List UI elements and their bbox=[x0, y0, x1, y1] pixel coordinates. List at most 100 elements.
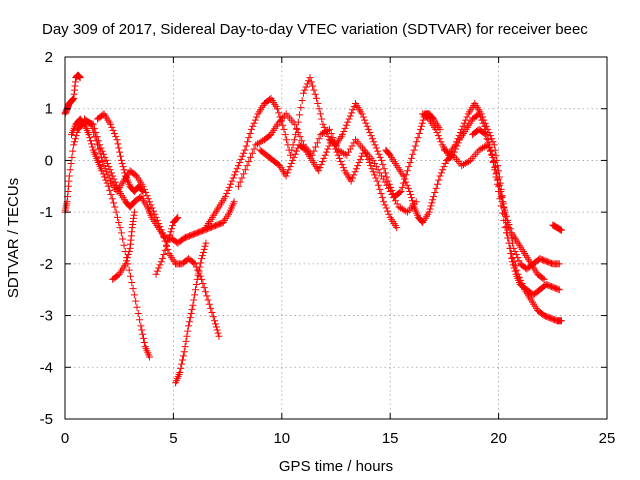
y-tick-label: -1 bbox=[40, 204, 53, 221]
data-point-interp bbox=[114, 140, 122, 148]
data-point-interp bbox=[208, 308, 216, 316]
data-point-interp bbox=[437, 138, 445, 146]
data-point-interp bbox=[426, 205, 434, 213]
series-arc16 bbox=[549, 221, 565, 234]
data-point-interp bbox=[128, 278, 136, 286]
data-point-interp bbox=[493, 176, 501, 184]
data-point-interp bbox=[136, 316, 144, 324]
data-point bbox=[204, 296, 212, 304]
data-point bbox=[306, 74, 314, 82]
data-point-interp bbox=[236, 158, 244, 166]
data-point-interp bbox=[296, 111, 304, 119]
data-point-interp bbox=[379, 161, 387, 169]
data-point-interp bbox=[359, 113, 367, 121]
data-point bbox=[430, 193, 438, 201]
data-point-interp bbox=[115, 144, 123, 152]
data-point-interp bbox=[67, 160, 75, 168]
data-point-interp bbox=[196, 263, 204, 271]
data-point-interp bbox=[250, 119, 258, 127]
data-point-interp bbox=[455, 132, 463, 140]
data-point-interp bbox=[198, 252, 206, 260]
data-point-interp bbox=[408, 197, 416, 205]
data-point bbox=[490, 156, 498, 164]
data-point bbox=[399, 172, 407, 180]
data-point-interp bbox=[95, 145, 103, 153]
data-point-interp bbox=[463, 113, 471, 121]
data-point-interp bbox=[173, 214, 181, 222]
data-point-interp bbox=[162, 242, 170, 250]
data-point bbox=[215, 332, 223, 340]
data-point bbox=[345, 115, 353, 123]
data-point-interp bbox=[371, 171, 379, 179]
data-point-interp bbox=[246, 130, 254, 138]
data-point-interp bbox=[183, 332, 191, 340]
data-point-interp bbox=[484, 139, 492, 147]
data-point bbox=[117, 156, 125, 164]
series-arc11 bbox=[256, 136, 401, 232]
data-point-interp bbox=[350, 171, 358, 179]
data-point bbox=[425, 208, 433, 216]
data-point-interp bbox=[156, 261, 164, 269]
y-tick-label: -4 bbox=[40, 359, 53, 376]
data-point-interp bbox=[348, 174, 356, 182]
data-point bbox=[111, 203, 119, 211]
data-point-interp bbox=[365, 158, 373, 166]
data-point-interp bbox=[124, 251, 132, 259]
data-point-interp bbox=[108, 123, 116, 131]
data-point-interp bbox=[139, 330, 147, 338]
data-point-interp bbox=[374, 166, 382, 174]
data-point-interp bbox=[341, 124, 349, 132]
data-point-interp bbox=[296, 133, 304, 141]
data-point bbox=[234, 182, 242, 190]
data-series-group bbox=[61, 71, 565, 387]
data-point-interp bbox=[178, 360, 186, 368]
data-point-interp bbox=[288, 146, 296, 154]
data-point-interp bbox=[185, 318, 193, 326]
data-point-interp bbox=[385, 210, 393, 218]
data-point-interp bbox=[139, 334, 147, 342]
data-point-interp bbox=[197, 259, 205, 267]
data-point-interp bbox=[242, 142, 250, 150]
data-point bbox=[458, 125, 466, 133]
data-point bbox=[432, 125, 440, 133]
data-point-interp bbox=[489, 138, 497, 146]
data-point-interp bbox=[231, 171, 239, 179]
data-point-interp bbox=[371, 160, 379, 168]
data-point bbox=[371, 141, 379, 149]
data-point bbox=[94, 141, 102, 149]
data-point-interp bbox=[492, 163, 500, 171]
data-point-interp bbox=[483, 135, 491, 143]
data-point bbox=[373, 177, 381, 185]
data-point-interp bbox=[351, 168, 359, 176]
data-point-interp bbox=[107, 191, 115, 199]
data-point-interp bbox=[366, 129, 374, 137]
data-point-interp bbox=[495, 181, 503, 189]
data-point-interp bbox=[138, 326, 146, 334]
data-point-interp bbox=[437, 169, 445, 177]
data-point-interp bbox=[200, 245, 208, 253]
plot-frame bbox=[64, 56, 608, 420]
data-point-interp bbox=[96, 149, 104, 157]
data-point-interp bbox=[113, 213, 121, 221]
data-point-interp bbox=[103, 168, 111, 176]
axis-ticks: 0 5 10 15 20 25 -5 -4 -3 -2 -1 0 1 2 bbox=[40, 49, 616, 447]
data-point bbox=[85, 131, 93, 139]
data-point bbox=[230, 198, 238, 206]
series-arc7 bbox=[152, 213, 182, 278]
data-point-interp bbox=[413, 138, 421, 146]
series-arc6 bbox=[109, 208, 138, 283]
data-point-interp bbox=[338, 161, 346, 169]
data-point-interp bbox=[132, 297, 140, 305]
data-point-interp bbox=[179, 356, 187, 364]
data-point bbox=[282, 172, 290, 180]
data-point bbox=[152, 213, 160, 221]
data-point bbox=[360, 146, 368, 154]
data-point-interp bbox=[402, 178, 410, 186]
data-point-interp bbox=[187, 310, 195, 318]
data-point-interp bbox=[368, 135, 376, 143]
data-point-interp bbox=[108, 195, 116, 203]
data-point-interp bbox=[303, 80, 311, 88]
data-point bbox=[159, 255, 167, 263]
series-arc3 bbox=[68, 115, 154, 361]
data-point-interp bbox=[456, 129, 464, 137]
